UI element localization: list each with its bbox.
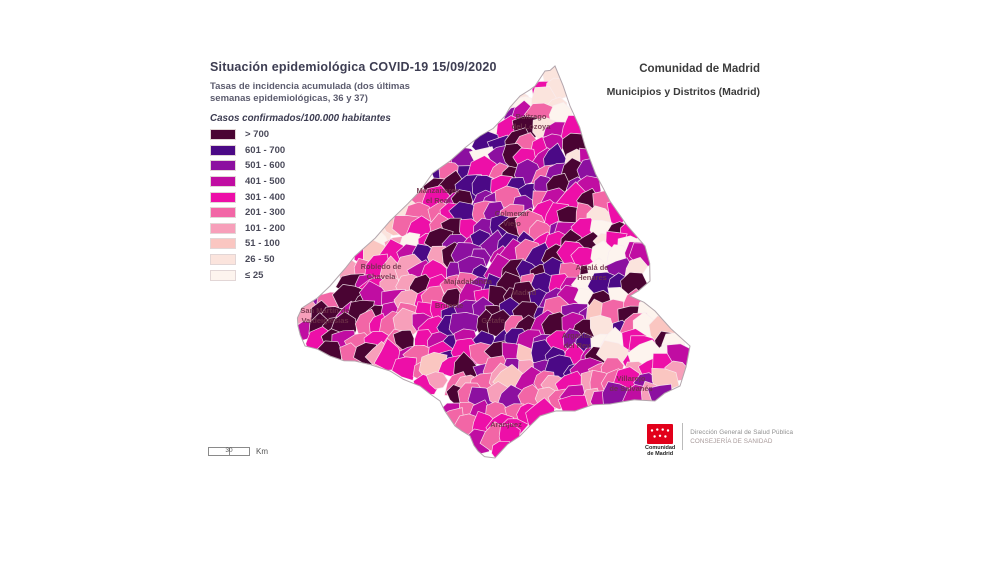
legend-item: 301 - 400	[210, 189, 285, 205]
map-label: Chavela	[367, 272, 397, 281]
map-label: Getafe	[481, 316, 504, 325]
legend-item: 201 - 300	[210, 205, 285, 221]
map-label: Colmenar	[495, 209, 530, 218]
legend-item: > 700	[210, 127, 285, 143]
org-line1: Dirección General de Salud Pública	[690, 428, 794, 436]
choropleth-map: Buitrago del Lozoya Manzanares el Real Colme…	[280, 56, 710, 470]
region-border	[296, 65, 691, 459]
legend-swatch	[210, 222, 236, 234]
comunidad-madrid-logo: Comunidad de Madrid	[645, 423, 675, 458]
legend-swatch	[210, 269, 236, 281]
logo-caption-line1: Comunidad	[645, 444, 676, 451]
madrid-flag-icon	[647, 423, 674, 444]
org-text: Dirección General de Salud Pública CONSE…	[690, 429, 793, 453]
legend-label: 26 - 50	[245, 254, 275, 266]
region-title: Comunidad de Madrid	[639, 63, 760, 75]
legend-swatch	[210, 129, 236, 141]
legend-swatch	[210, 176, 236, 188]
scale-bar-tick	[229, 448, 230, 455]
map-label: Arganda	[562, 331, 593, 340]
legend-item: 501 - 600	[210, 158, 285, 174]
municipality-cell	[391, 356, 417, 381]
legend-item: 26 - 50	[210, 252, 285, 268]
legend: > 700 601 - 700 501 - 600 401 - 500 301 - 40…	[210, 127, 285, 283]
map-label: de Salvanés	[609, 384, 652, 393]
legend-item: ≤ 25	[210, 267, 285, 283]
scale-bar-value: 30	[225, 447, 233, 454]
municipality-cell	[557, 394, 590, 426]
legend-label: > 700	[245, 129, 270, 141]
map-label: Buitrago	[516, 112, 547, 121]
legend-swatch	[210, 238, 236, 250]
legend-swatch	[210, 160, 236, 172]
legend-item: 601 - 700	[210, 143, 285, 159]
page-subtitle-line2: semanas epidemiológicas, 36 y 37)	[210, 93, 368, 105]
map-label: del Lozoya	[512, 122, 552, 131]
map-label: del Rey	[564, 341, 592, 350]
legend-label: 101 - 200	[245, 222, 286, 234]
legend-label: 301 - 400	[245, 191, 286, 203]
legend-label: ≤ 25	[245, 269, 264, 281]
org-line2: CONSEJERÍA DE SANIDAD	[690, 437, 773, 445]
municipality-cell	[425, 371, 449, 390]
legend-item: 51 - 100	[210, 236, 285, 252]
legend-item: 401 - 500	[210, 174, 285, 190]
legend-label: 501 - 600	[245, 160, 286, 172]
page-subtitle-line1: Tasas de incidencia acumulada (dos últim…	[210, 81, 410, 92]
legend-item: 101 - 200	[210, 221, 285, 237]
legend-swatch	[210, 144, 236, 156]
scale-bar: 30 Km	[208, 447, 268, 456]
page-title: Situación epidemiológica COVID-19 15/09/…	[210, 60, 497, 74]
metric-label: Casos confirmados/100.000 habitantes	[210, 112, 391, 124]
municipality-cells	[297, 66, 691, 458]
legend-swatch	[210, 191, 236, 203]
map-label: el Real	[426, 196, 450, 205]
map-label: Madrid	[512, 288, 537, 297]
footer-brand: Comunidad de Madrid Dirección General de…	[645, 423, 793, 458]
map-label: Alcalá de	[576, 263, 609, 272]
legend-swatch	[210, 254, 236, 266]
legend-label: 201 - 300	[245, 207, 286, 219]
region-header: Comunidad de Madrid Municipios y Distrit…	[600, 63, 760, 98]
legend-label: 51 - 100	[245, 238, 280, 250]
map-label: Henares	[577, 273, 607, 282]
logo-caption: Comunidad de Madrid	[645, 445, 675, 458]
map-label: Valdeiglesias	[301, 316, 348, 325]
legend-swatch	[210, 207, 236, 219]
scale-bar-box: 30	[208, 447, 250, 456]
legend-label: 601 - 700	[245, 144, 286, 156]
map-label: Robledo de	[361, 262, 402, 271]
region-subtitle: Municipios y Distritos (Madrid)	[606, 86, 760, 98]
map-label: San Martín de	[300, 306, 349, 315]
map-label: Manzanares	[417, 186, 460, 195]
map-label: Majadahonda	[444, 277, 493, 286]
map-label: Aranjuez	[490, 420, 522, 429]
map-label: Brunete	[435, 301, 463, 310]
title-block: Situación epidemiológica COVID-19 15/09/…	[210, 60, 520, 124]
legend-label: 401 - 500	[245, 176, 286, 188]
map-label: Viejo	[503, 219, 521, 228]
logo-caption-line2: de Madrid	[647, 451, 674, 457]
map-label: Villarejo	[616, 374, 645, 383]
scale-bar-unit: Km	[256, 447, 268, 456]
brand-divider	[682, 423, 684, 450]
